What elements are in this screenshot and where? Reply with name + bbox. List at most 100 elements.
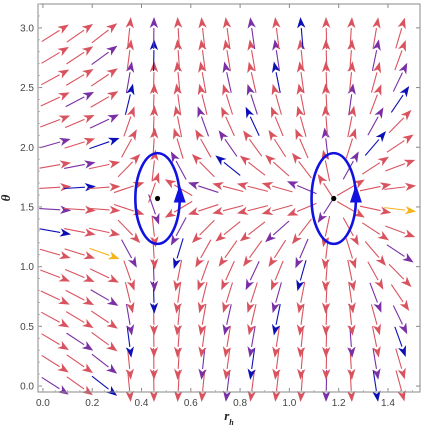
field-arrow [65, 91, 95, 108]
field-arrow [296, 83, 306, 116]
field-arrow [40, 115, 71, 128]
field-arrow [271, 61, 281, 93]
field-arrow [322, 17, 331, 50]
field-arrow [198, 348, 207, 380]
field-arrow [291, 218, 312, 245]
field-arrow [173, 128, 184, 159]
field-arrow [371, 326, 381, 358]
field-arrow [117, 219, 141, 244]
field-arrow [395, 370, 406, 402]
field-arrow [90, 91, 119, 108]
y-tick-label: 0.0 [20, 382, 34, 393]
field-arrow [39, 137, 71, 149]
field-arrow [91, 23, 118, 44]
field-arrow [364, 241, 387, 266]
field-arrow [170, 217, 187, 246]
field-arrow [321, 83, 331, 116]
y-axis-ticks: 0.0 0.5 1.0 1.5 2.0 2.5 3.0 [20, 3, 420, 393]
field-arrow [385, 225, 416, 238]
field-arrow [296, 260, 307, 292]
field-arrow [66, 376, 93, 396]
field-arrow [198, 17, 207, 50]
field-arrow [66, 354, 94, 374]
field-arrow [125, 303, 135, 336]
field-arrow [247, 370, 256, 402]
field-arrow [386, 134, 414, 153]
field-arrow [187, 204, 219, 216]
field-arrow [150, 149, 159, 182]
field-arrow [336, 179, 365, 196]
field-arrow [345, 238, 357, 269]
field-arrow [39, 228, 72, 237]
field-arrow [361, 222, 390, 241]
field-arrow [91, 332, 118, 352]
field-arrow [173, 259, 183, 292]
field-arrow [40, 69, 70, 86]
field-arrow [197, 83, 208, 115]
field-arrow [65, 68, 94, 86]
field-arrow [64, 228, 96, 237]
field-arrow [90, 310, 118, 329]
field-arrow [247, 326, 256, 358]
field-arrow [64, 115, 95, 129]
field-arrow [212, 182, 244, 193]
field-arrow [265, 220, 290, 243]
field-arrow [90, 68, 118, 87]
field-arrow [63, 182, 96, 192]
y-tick-label: 2.0 [20, 143, 34, 154]
field-arrow [261, 204, 293, 215]
field-arrow [40, 290, 70, 305]
field-arrow [149, 127, 159, 160]
field-arrow [198, 61, 207, 94]
field-arrow [236, 205, 269, 215]
field-arrow [125, 17, 134, 50]
field-arrow [66, 23, 94, 43]
field-arrow [359, 205, 392, 215]
field-arrow [291, 152, 312, 179]
field-arrow [239, 155, 266, 176]
field-arrow [40, 269, 71, 282]
field-arrow [88, 160, 121, 170]
field-arrow [272, 348, 281, 380]
field-arrow [296, 303, 306, 336]
plot-frame [37, 3, 421, 393]
field-arrow [347, 303, 356, 336]
field-arrow [191, 154, 215, 178]
field-arrow [222, 370, 232, 402]
field-arrow [243, 130, 263, 157]
y-tick-label: 2.5 [20, 83, 34, 94]
field-arrow [370, 304, 382, 336]
field-arrow [247, 348, 256, 380]
field-arrow [64, 160, 96, 169]
field-arrow [342, 151, 359, 180]
field-arrow [222, 326, 232, 358]
field-arrow [395, 17, 406, 49]
field-arrow [347, 105, 357, 138]
field-arrow [197, 282, 208, 314]
field-arrow [297, 17, 306, 50]
field-arrow [384, 182, 417, 192]
field-arrow [388, 263, 412, 288]
field-arrow [364, 131, 387, 156]
field-arrow [385, 159, 416, 172]
y-tick-label: 1.5 [20, 202, 34, 213]
field-arrow [41, 46, 69, 64]
field-arrow [88, 227, 121, 237]
field-arrow [121, 239, 137, 268]
field-arrow [221, 106, 235, 137]
field-arrow [195, 129, 212, 158]
field-arrow [271, 304, 281, 336]
field-arrow [66, 46, 94, 65]
field-arrow [347, 259, 357, 292]
field-arrow [187, 181, 219, 193]
x-tick-label: 1.0 [282, 398, 296, 409]
field-arrow [342, 217, 359, 246]
field-arrow [372, 370, 381, 402]
field-arrow [121, 129, 137, 158]
x-tick-label: 1.4 [381, 398, 395, 409]
field-arrow [295, 238, 309, 269]
field-arrow [384, 205, 417, 215]
field-arrow [386, 244, 414, 263]
field-arrow [295, 128, 309, 159]
